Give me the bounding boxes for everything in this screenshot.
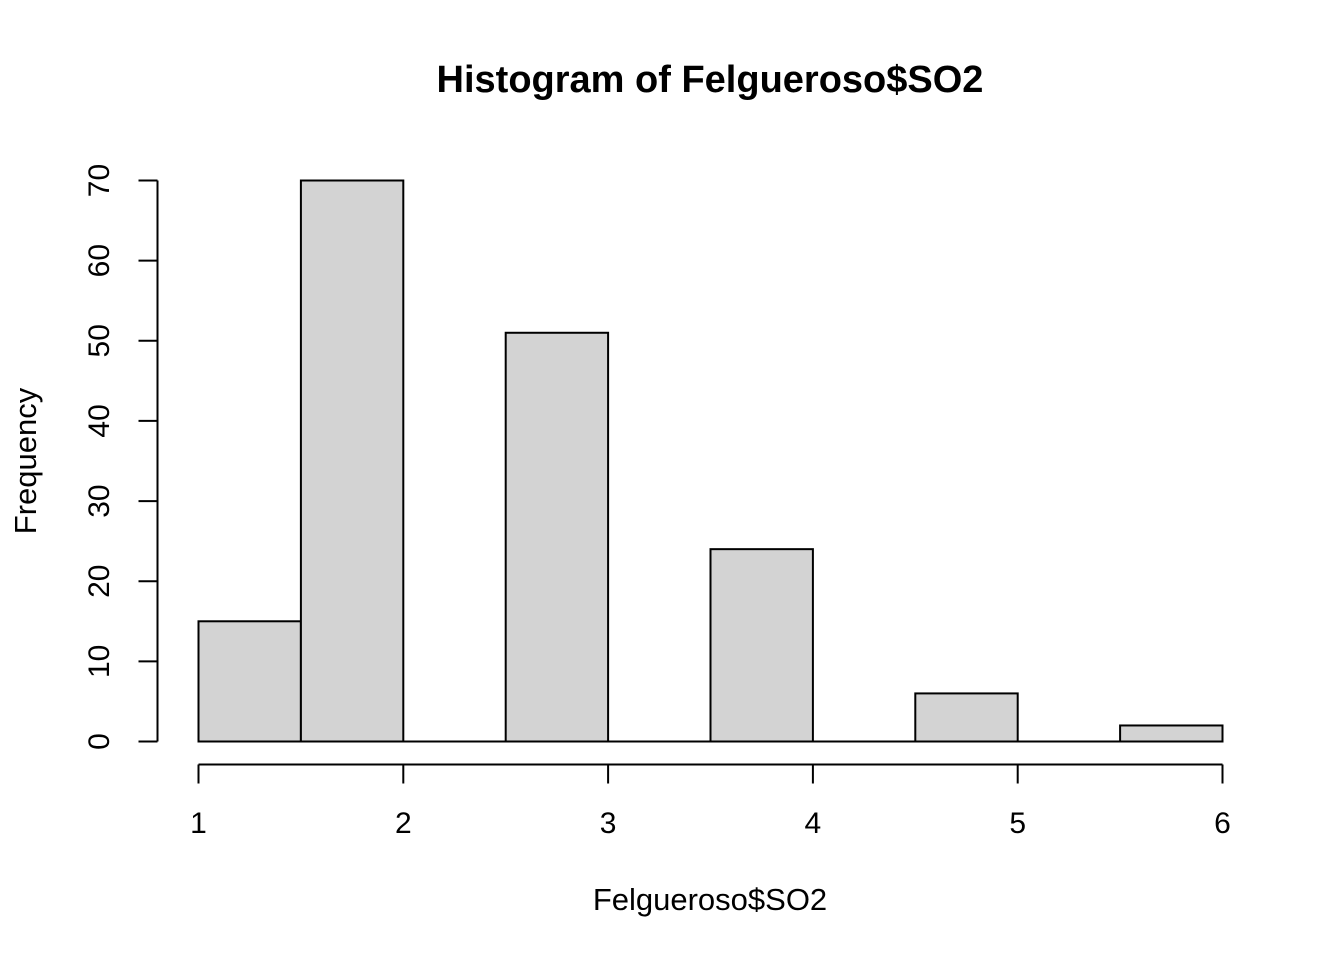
y-tick-label: 10 [83, 645, 116, 678]
x-tick-label: 5 [1009, 807, 1026, 840]
x-axis: 1 2 3 4 5 6 [190, 763, 1231, 840]
histogram-bar [914, 692, 1019, 743]
y-tick-label: 30 [83, 484, 116, 517]
histogram-bar [299, 179, 405, 743]
histogram-bars [197, 179, 1224, 743]
histogram-bar [1119, 724, 1224, 743]
y-tick-label: 60 [83, 244, 116, 277]
y-tick-label: 70 [83, 164, 116, 197]
y-axis: 0 10 20 30 40 50 60 70 [83, 164, 159, 750]
x-tick-label: 2 [395, 807, 412, 840]
y-tick-label: 0 [83, 733, 116, 750]
y-axis-title: Frequency [8, 387, 43, 534]
x-axis-title: Felgueroso$SO2 [593, 882, 827, 917]
histogram-bar [504, 331, 610, 743]
y-tick-label: 50 [83, 324, 116, 357]
histogram-bar [197, 620, 302, 743]
x-tick-label: 4 [805, 807, 822, 840]
x-tick-label: 1 [190, 807, 207, 840]
x-tick-label: 6 [1214, 807, 1231, 840]
y-tick-label: 40 [83, 404, 116, 437]
x-tick-label: 3 [600, 807, 617, 840]
histogram-bar [709, 548, 814, 743]
chart-title: Histogram of Felgueroso$SO2 [437, 59, 984, 101]
y-tick-label: 20 [83, 565, 116, 598]
